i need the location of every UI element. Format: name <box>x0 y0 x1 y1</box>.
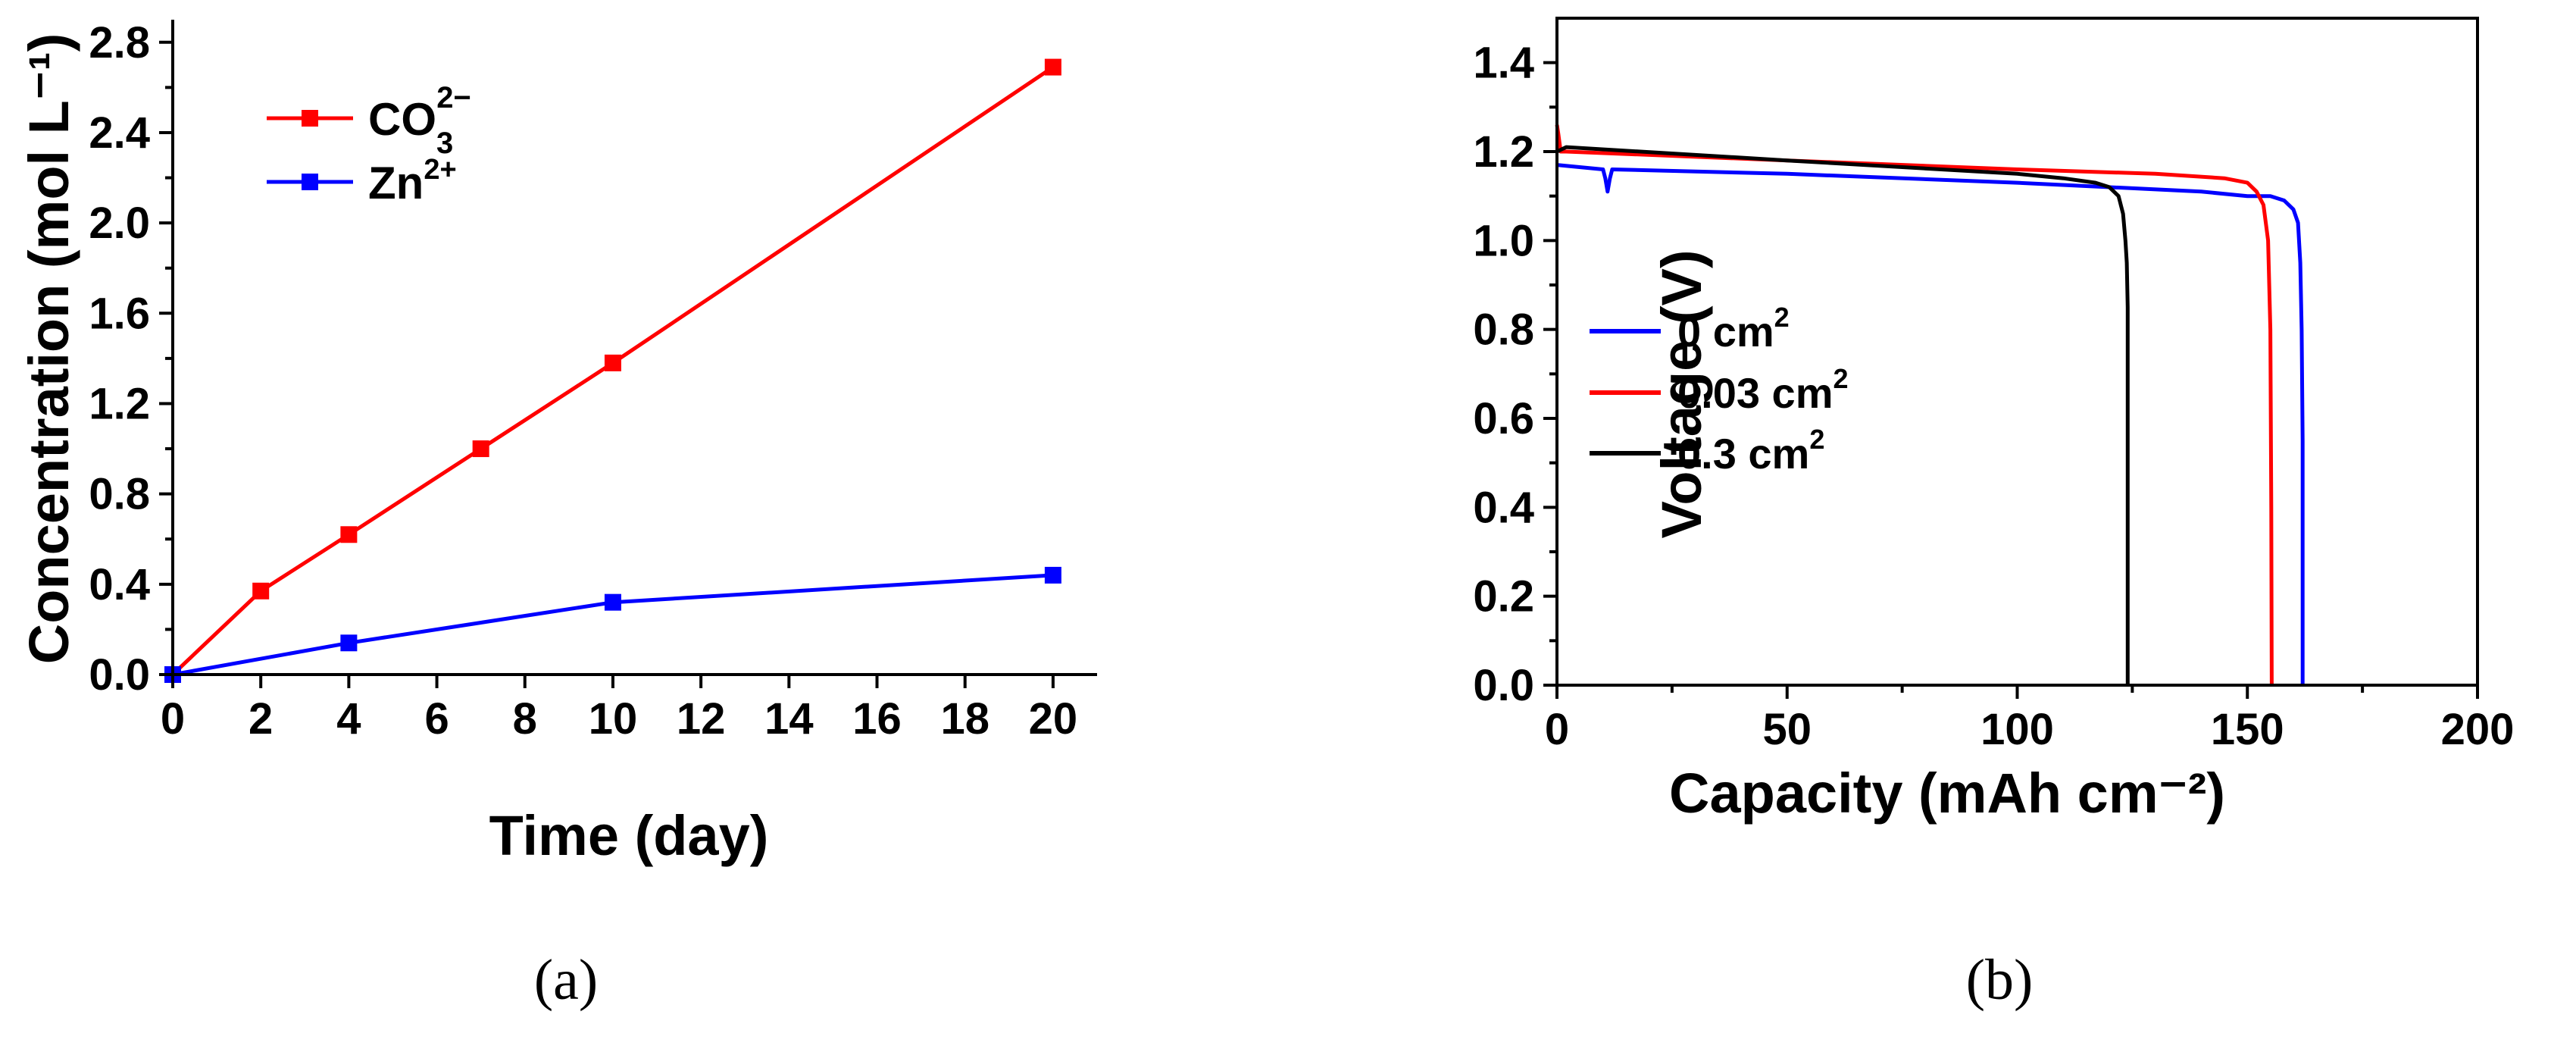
y-tick-label: 1.2 <box>89 379 150 428</box>
y-tick-label: 1.2 <box>1473 127 1534 177</box>
y-tick-label: 1.6 <box>89 289 150 338</box>
y-tick-label: 2.0 <box>89 199 150 248</box>
y-tick-label: 0.4 <box>1473 483 1534 532</box>
panel-a-x-axis-title: Time (day) <box>489 804 769 867</box>
x-tick-label: 12 <box>677 694 726 744</box>
legend-label: 0 cm2 <box>1677 302 1790 355</box>
panel-a-chart: 0 2 4 6 8 10 12 14 16 18 20 0.0 0.4 0.8 1.2 1.6 2.0 2.4 2.… <box>17 18 1097 1012</box>
y-tick-label: 0.2 <box>1473 572 1534 621</box>
x-tick-label: 2 <box>249 694 273 744</box>
panel-a-label: (a) <box>534 948 598 1012</box>
y-tick-label: 0.4 <box>89 560 150 609</box>
x-tick-label: 10 <box>589 694 638 744</box>
y-tick-label: 0.6 <box>1473 394 1534 443</box>
x-tick-label: 18 <box>940 694 989 744</box>
data-point <box>340 526 358 543</box>
panel-b-x-axis-title: Capacity (mAh cm⁻²) <box>1669 762 2225 825</box>
y-tick-label: 1.4 <box>1473 39 1534 88</box>
legend-label: 0.3 cm2 <box>1677 424 1824 477</box>
x-tick-label: 8 <box>513 694 537 744</box>
data-point <box>1044 566 1061 584</box>
y-tick-label: 0.8 <box>1473 305 1534 355</box>
y-tick-label: 2.8 <box>89 18 150 67</box>
x-tick-label: 100 <box>1980 705 2054 754</box>
x-tick-label: 6 <box>424 694 449 744</box>
data-point <box>604 354 621 371</box>
x-tick-label: 50 <box>1762 705 1812 754</box>
y-tick-label: 0.0 <box>1473 661 1534 710</box>
legend-label: 0.03 cm2 <box>1677 363 1849 417</box>
legend-swatch-marker <box>302 110 318 127</box>
series-line-0 <box>1556 163 2305 685</box>
panel-b-label: (b) <box>1966 948 2034 1012</box>
y-tick-label: 2.4 <box>89 108 150 158</box>
y-tick-label: 0.0 <box>89 650 150 700</box>
data-point <box>472 440 489 458</box>
series-line-1 <box>1555 124 2274 686</box>
x-tick-label: 200 <box>2441 705 2515 754</box>
data-point <box>340 634 358 652</box>
y-tick-label: 1.0 <box>1473 216 1534 265</box>
panel-b-chart: 0 50 100 150 200 0.0 0.2 0.4 0.6 0.8 1.0 1.2 1.4 Cap… <box>1473 17 2515 1012</box>
data-point <box>252 582 270 600</box>
y-tick-label: 0.8 <box>89 470 150 519</box>
x-tick-label: 14 <box>764 694 814 744</box>
panel-b-legend: 0 cm2 0.03 cm2 0.3 cm2 <box>1590 302 1849 477</box>
series-line-1 <box>172 573 1054 677</box>
series-line-0 <box>171 65 1055 676</box>
data-point <box>604 593 621 611</box>
x-tick-label: 150 <box>2211 705 2284 754</box>
legend-swatch-marker <box>302 174 318 190</box>
x-tick-label: 0 <box>1545 705 1569 754</box>
x-tick-label: 20 <box>1029 694 1078 744</box>
panel-a-y-axis-title: Concentration (mol L⁻¹) <box>17 33 80 664</box>
data-point <box>1044 58 1061 76</box>
panel-a-legend: CO32−Zn2+ <box>267 81 471 208</box>
legend-label: Zn2+ <box>368 154 457 208</box>
x-tick-label: 4 <box>336 694 361 744</box>
x-tick-label: 0 <box>161 694 185 744</box>
legend-label: CO32− <box>368 81 471 160</box>
x-tick-label: 16 <box>852 694 902 744</box>
series-line-2 <box>1555 145 2130 685</box>
